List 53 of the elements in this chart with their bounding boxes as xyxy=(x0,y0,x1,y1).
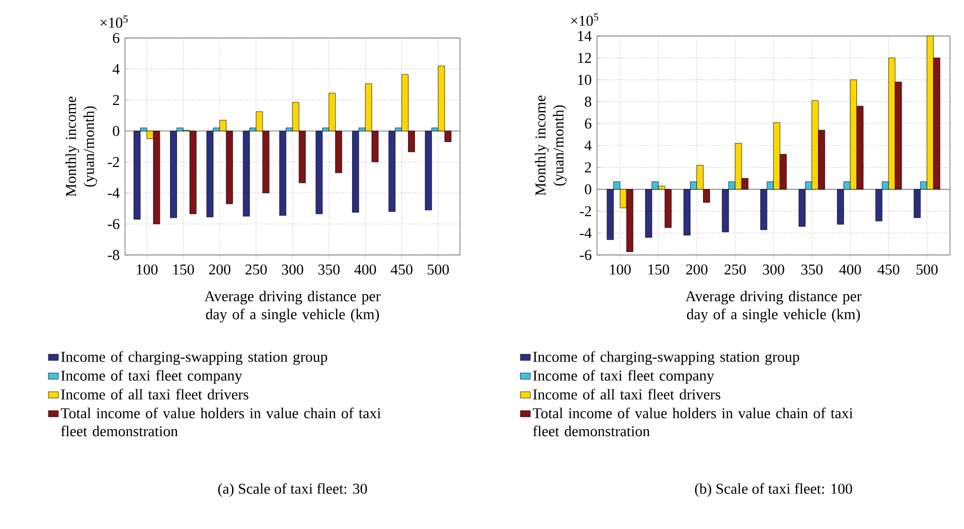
x-tick-label: 400 xyxy=(354,264,376,275)
x-tick-label: 150 xyxy=(173,264,194,275)
y-tick-label: 8 xyxy=(584,96,592,107)
text: (a) Scale of taxi fleet: 30 xyxy=(218,483,367,497)
legend-label: Income of charging-swapping station group xyxy=(61,351,328,365)
x-tick-label: 350 xyxy=(318,264,340,275)
x-tick-label: 250 xyxy=(246,264,267,275)
x-tick-label: 350 xyxy=(801,264,823,275)
x-tick-label: 450 xyxy=(390,264,412,275)
x-tick-label: 300 xyxy=(762,264,784,275)
text: (b) Scale of taxi fleet: 100 xyxy=(695,483,852,497)
x-tick-label: 100 xyxy=(136,264,158,275)
legend-label: Income of all taxi fleet drivers xyxy=(61,388,248,400)
legend-label: Total income of value holders in value chain of taxi fleet demonstration xyxy=(532,408,853,436)
x-tick-label: 300 xyxy=(282,264,304,275)
legend-label: Income of all taxi fleet drivers xyxy=(533,388,720,400)
y-tick-label: 4 xyxy=(584,140,592,150)
y-tick-label: -6 xyxy=(108,218,120,230)
y-axis-title: Monthly income (yuan/month) xyxy=(534,96,567,196)
y-tick-label: 6 xyxy=(112,32,120,44)
y-tick-label: 0 xyxy=(584,184,592,194)
x-tick-label: 250 xyxy=(724,264,746,275)
x-tick-label: 100 xyxy=(610,264,631,275)
x-axis-title: Average driving distance per day of a single vehicle (km) xyxy=(204,290,381,322)
text: ×10$^{5}$ xyxy=(571,14,598,26)
x-tick-label: 400 xyxy=(839,264,861,275)
y-tick-label: 14 xyxy=(578,31,592,41)
y-tick-label: 2 xyxy=(584,162,591,172)
legend-label: Total income of value holders in value chain of taxi fleet demonstration xyxy=(60,408,381,436)
legend-label: Income of charging-swapping station group xyxy=(533,351,800,365)
y-tick-label: 6 xyxy=(584,118,592,129)
y-tick-label: 10 xyxy=(578,74,592,85)
legend-label: Income of taxi fleet company xyxy=(61,370,242,384)
x-tick-label: 450 xyxy=(878,264,900,275)
text: ×10$^{5}$ xyxy=(100,16,128,28)
y-tick-label: -8 xyxy=(108,250,120,260)
y-axis-title: Monthly income (yuan/month) xyxy=(65,96,98,196)
x-tick-label: 200 xyxy=(209,264,230,275)
y-tick-label: 12 xyxy=(578,52,591,63)
y-tick-label: 4 xyxy=(112,64,120,74)
y-tick-label: -6 xyxy=(580,250,592,260)
x-tick-label: 150 xyxy=(648,264,670,275)
x-tick-label: 200 xyxy=(686,264,708,275)
y-tick-label: -2 xyxy=(108,157,119,167)
y-tick-label: -2 xyxy=(580,206,591,216)
y-tick-label: -4 xyxy=(108,188,120,198)
y-tick-label: 0 xyxy=(112,126,120,136)
x-axis-title: Average driving distance per day of a single vehicle (km) xyxy=(685,290,862,322)
x-tick-label: 500 xyxy=(428,264,449,275)
y-tick-label: -4 xyxy=(580,228,592,238)
y-tick-label: 2 xyxy=(112,95,119,105)
legend-label: Income of taxi fleet company xyxy=(533,370,714,384)
x-tick-label: 500 xyxy=(916,264,938,275)
